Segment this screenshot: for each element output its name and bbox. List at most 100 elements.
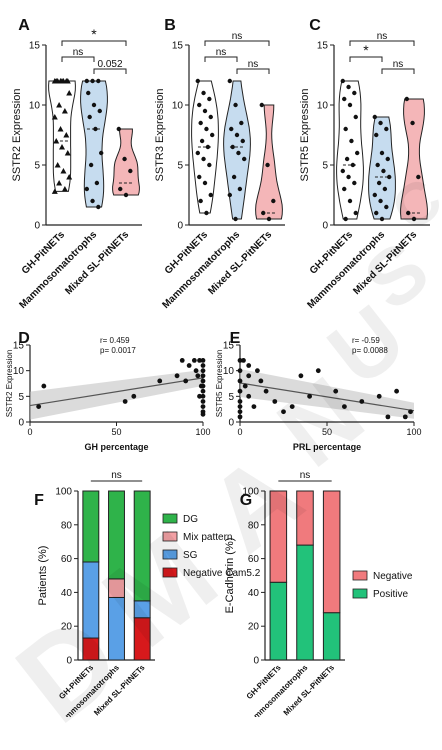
data-point-marker [197, 358, 202, 363]
data-point-marker [236, 150, 241, 156]
data-point-marker [246, 373, 252, 379]
data-point-marker [97, 108, 102, 114]
data-point-marker [384, 126, 389, 132]
data-point-marker [231, 174, 237, 180]
data-point-marker [233, 216, 238, 222]
data-point-marker [272, 399, 278, 404]
significance-label: ns [73, 47, 84, 58]
data-point-marker [199, 138, 205, 144]
regression-line [29, 377, 204, 407]
data-point-marker [197, 393, 202, 399]
data-point-marker [229, 126, 234, 132]
data-point-marker [200, 358, 206, 363]
data-point-marker [251, 404, 257, 409]
panel-a-y-tick-label: 0 [34, 221, 40, 232]
data-point-marker [84, 78, 90, 84]
data-point-marker [96, 78, 101, 84]
panel-b-y-label: SSTR3 Expression [154, 89, 166, 182]
data-point-marker [84, 186, 90, 192]
stacked-bar-segment [133, 617, 151, 661]
panel-f-y-tick-label: 20 [61, 622, 73, 633]
panel-a-y-tick-label: 15 [29, 41, 41, 52]
significance-bracket [61, 40, 127, 46]
data-point-marker [352, 90, 357, 96]
violin-b-2 [255, 104, 283, 220]
data-point-marker [186, 363, 192, 368]
data-point-marker [372, 192, 377, 198]
data-point-marker [200, 368, 206, 374]
data-point-marker [198, 120, 203, 126]
stacked-bar-segment [82, 561, 100, 639]
data-point-marker [61, 108, 68, 114]
data-point-marker [394, 388, 399, 394]
data-point-marker [118, 186, 123, 192]
data-point-marker [258, 378, 264, 384]
data-point-marker [410, 120, 415, 126]
panel-f-y-tick-label: 40 [61, 588, 73, 599]
data-point-marker [343, 216, 348, 222]
significance-label: * [91, 26, 97, 42]
data-point-marker [195, 78, 200, 84]
panel-label-e: E [230, 330, 241, 347]
data-point-marker [208, 114, 213, 120]
significance-label: 0.052 [97, 59, 122, 70]
violin-c-2 [400, 98, 428, 220]
data-point-marker [342, 96, 347, 102]
significance-bracket [204, 40, 270, 46]
violin-c-0 [336, 80, 364, 220]
data-point-marker [340, 78, 345, 84]
data-point-marker [202, 108, 208, 114]
panel-g-y-tick-label: 60 [248, 554, 260, 565]
data-point-marker [66, 90, 73, 96]
significance-label: ns [300, 470, 311, 481]
data-point-marker [122, 156, 127, 162]
data-point-marker [240, 138, 245, 144]
data-point-marker [237, 368, 243, 374]
legend-swatch [162, 531, 178, 542]
data-point-marker [93, 126, 98, 132]
data-point-marker [61, 186, 68, 192]
category-label: Mixed SL-PitNETs [63, 229, 131, 297]
data-point-marker [200, 363, 206, 368]
confidence-band [240, 368, 414, 419]
data-point-marker [239, 120, 244, 126]
significance-label: ns [111, 470, 122, 481]
data-point-marker [54, 162, 61, 168]
data-point-marker [195, 373, 201, 379]
data-point-marker [183, 378, 189, 384]
significance-label: ns [248, 59, 259, 70]
data-point-marker [378, 120, 383, 126]
data-point-marker [36, 404, 42, 409]
significance-label: ns [377, 31, 388, 42]
data-point-marker [237, 388, 243, 394]
data-point-marker [376, 180, 382, 186]
data-point-marker [237, 358, 243, 363]
data-point-marker [91, 102, 97, 108]
panel-b-y-tick-label: 10 [172, 101, 184, 112]
legend-label: Mix pattern [183, 532, 232, 543]
data-point-marker [237, 399, 243, 404]
panel-g-y-label: E-Cadherin (%) [224, 538, 236, 614]
panel-g-y-tick-label: 20 [248, 622, 260, 633]
significance-label: ns [216, 47, 227, 58]
data-point-marker [128, 168, 133, 174]
significance-bracket [349, 40, 415, 46]
data-point-marker [298, 373, 304, 379]
data-point-marker [265, 162, 270, 168]
panel-d-y-tick-label: 15 [13, 341, 25, 352]
data-point-marker [51, 114, 58, 120]
stacked-bar-segment [133, 490, 151, 602]
data-point-marker [56, 102, 63, 108]
data-point-marker [66, 174, 73, 180]
data-point-marker [352, 180, 357, 186]
data-point-marker [64, 78, 71, 84]
data-point-marker [416, 174, 421, 180]
significance-bracket [381, 68, 415, 74]
panel-g-y-tick-label: 100 [242, 487, 259, 498]
panel-g-y-tick-label: 40 [248, 588, 260, 599]
data-point-marker [59, 144, 65, 150]
panel-label-a: A [18, 17, 30, 34]
data-point-marker [350, 162, 356, 168]
stacked-bar-segment [82, 637, 100, 661]
data-point-marker [379, 150, 385, 156]
